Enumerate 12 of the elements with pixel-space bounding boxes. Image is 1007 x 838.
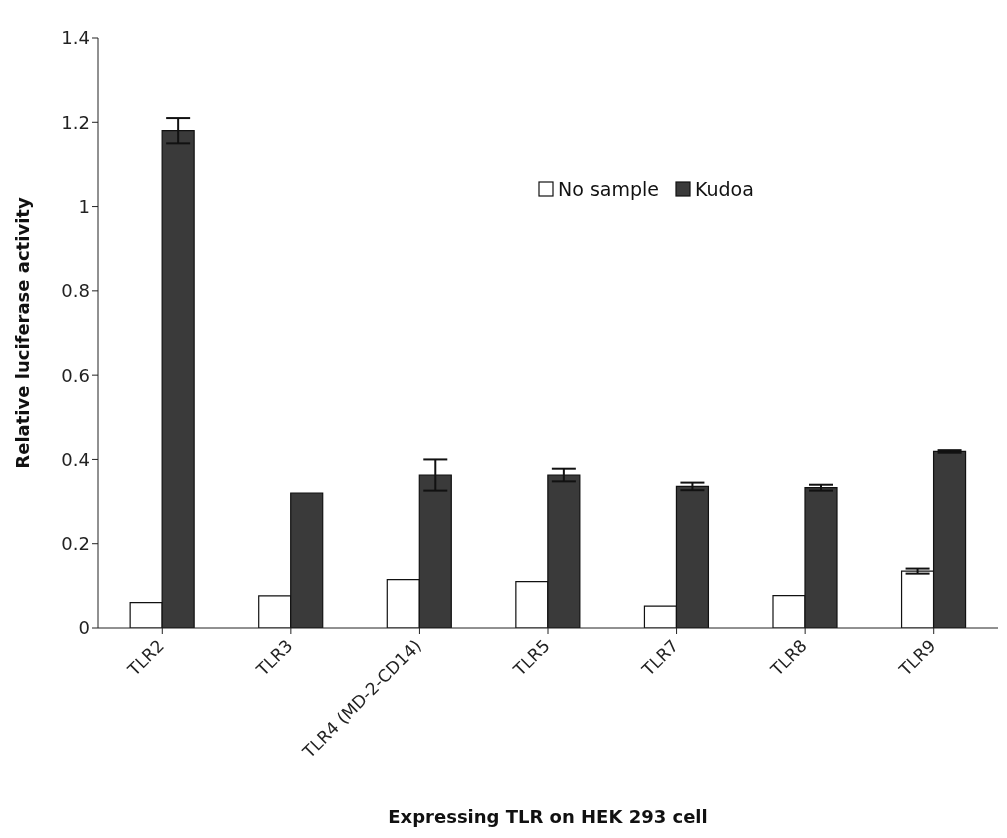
y-tick-label: 0 <box>78 617 90 639</box>
y-tick-label: 1 <box>78 195 90 217</box>
y-tick-label: 0.6 <box>61 364 90 386</box>
y-tick-label: 0.8 <box>61 280 90 302</box>
y-axis-title: Relative luciferase activity <box>12 197 34 469</box>
y-tick-label: 0.4 <box>61 448 90 470</box>
y-tick-label: 1.4 <box>61 27 90 49</box>
x-axis-title: Expressing TLR on HEK 293 cell <box>388 806 708 827</box>
y-tick-label: 0.2 <box>61 533 90 555</box>
y-tick-label: 1.2 <box>61 111 90 133</box>
legend-label: Kudoa <box>693 178 754 200</box>
legend-label: No sample <box>557 178 659 200</box>
